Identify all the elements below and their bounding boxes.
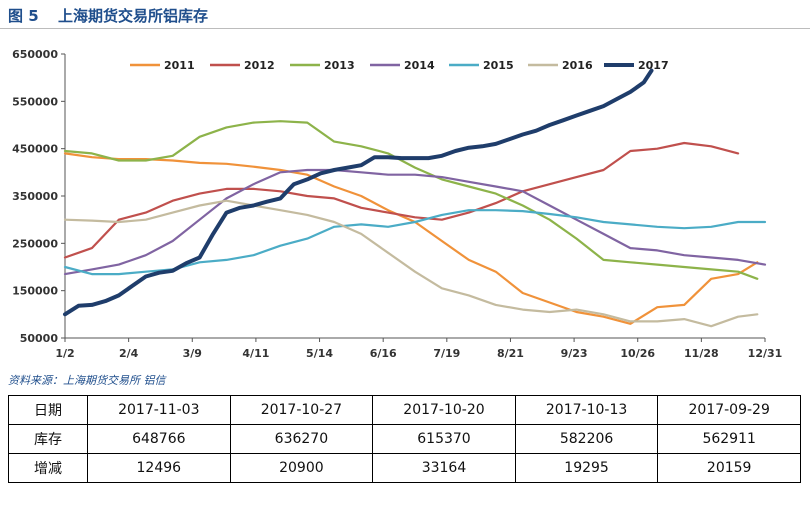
inventory-table: 日期 2017-11-03 2017-10-27 2017-10-20 2017-10-…: [8, 395, 801, 483]
legend-label-2017: 2017: [638, 59, 669, 72]
title-bar: 图 5 上海期货交易所铝库存: [0, 0, 810, 29]
x-tick-label: 6/16: [370, 347, 397, 360]
legend-label-2012: 2012: [244, 59, 275, 72]
y-tick-label: 450000: [12, 143, 58, 156]
y-tick-label: 350000: [12, 190, 58, 203]
y-tick-label: 250000: [12, 237, 58, 250]
series-line-2017: [63, 68, 654, 317]
y-tick-label: 150000: [12, 285, 58, 298]
chart-lines: [63, 68, 767, 328]
inventory-line-chart: 50000 150000 250000 350000 450000 550000 65000…: [12, 48, 782, 360]
table-cell: 20159: [657, 453, 801, 483]
table-cell: 19295: [514, 453, 659, 483]
legend-label-2013: 2013: [324, 59, 355, 72]
x-tick-label: 1/2: [55, 347, 74, 360]
x-tick-label: 10/26: [620, 347, 655, 360]
table-cell: 562911: [657, 424, 801, 454]
table-cell: 20900: [229, 453, 374, 483]
table-cell: 615370: [372, 424, 516, 454]
legend-label-2014: 2014: [404, 59, 435, 72]
x-tick-label: 11/28: [684, 347, 719, 360]
page-title: 上海期货交易所铝库存: [58, 7, 209, 25]
source-note: 资料来源：上海期货交易所 铝信: [8, 374, 166, 387]
table-row: 库存 648766 636270 615370 582206 562911: [8, 424, 801, 454]
x-tick-label: 12/31: [748, 347, 783, 360]
series-line-2016: [63, 199, 759, 328]
row-header: 库存: [8, 424, 88, 454]
table-cell: 2017-09-29: [657, 395, 801, 425]
x-tick-label: 3/9: [183, 347, 202, 360]
series-line-2013: [63, 120, 759, 280]
table-cell: 648766: [87, 424, 231, 454]
table-cell: 2017-10-20: [372, 395, 516, 425]
legend-label-2016: 2016: [562, 59, 593, 72]
y-tick-label: 550000: [12, 95, 58, 108]
series-line-2011: [63, 152, 759, 325]
table-cell: 582206: [514, 424, 659, 454]
x-tick-label: 7/19: [433, 347, 460, 360]
x-tick-label: 2/4: [119, 347, 139, 360]
series-line-2012: [63, 141, 740, 259]
table-cell: 12496: [87, 453, 231, 483]
series-line-2014: [63, 168, 767, 276]
x-tick-label: 5/14: [306, 347, 333, 360]
row-header: 增减: [8, 453, 88, 483]
table-row: 增减 12496 20900 33164 19295 20159: [8, 453, 801, 483]
row-header: 日期: [8, 395, 88, 425]
legend-label-2015: 2015: [483, 59, 514, 72]
table-cell: 2017-10-13: [514, 395, 659, 425]
table-cell: 33164: [372, 453, 516, 483]
x-tick-label: 8/21: [497, 347, 524, 360]
chart-legend: 2011 2012 2013 2014 2015 2016 2017: [130, 59, 669, 72]
table-cell: 636270: [229, 424, 374, 454]
figure-label: 图 5: [8, 7, 39, 25]
table-cell: 2017-11-03: [87, 395, 231, 425]
table-row: 日期 2017-11-03 2017-10-27 2017-10-20 2017-10-…: [8, 395, 801, 425]
x-tick-label: 9/23: [561, 347, 588, 360]
x-tick-label: 4/11: [242, 347, 269, 360]
legend-label-2011: 2011: [164, 59, 195, 72]
table-cell: 2017-10-27: [229, 395, 374, 425]
y-tick-label: 50000: [20, 332, 59, 345]
chart-axes: 50000 150000 250000 350000 450000 550000 65000…: [12, 48, 782, 360]
y-tick-label: 650000: [12, 48, 58, 61]
